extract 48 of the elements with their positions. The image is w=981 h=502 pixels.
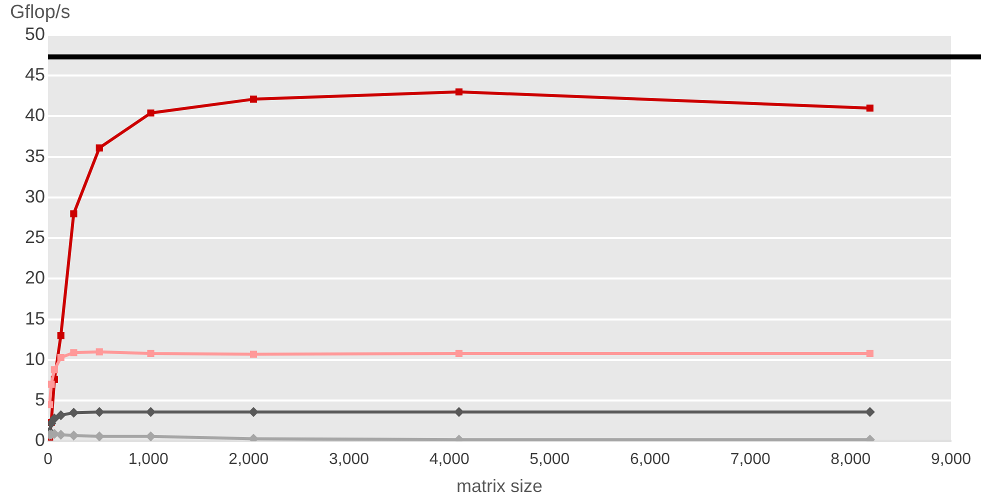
- point: [94, 431, 104, 442]
- y-axis-title: Gflop/s: [10, 2, 70, 24]
- y-tick-label: 25: [24, 227, 46, 248]
- y-tick-label: 10: [24, 348, 46, 369]
- point: [56, 430, 66, 440]
- point: [70, 210, 78, 218]
- point: [48, 380, 55, 388]
- point: [70, 349, 78, 356]
- x-tick-label: 6,000: [630, 451, 670, 468]
- x-tick-label: 4,000: [429, 451, 470, 468]
- point: [57, 354, 64, 362]
- point: [866, 350, 874, 357]
- point: [866, 104, 874, 112]
- y-tick-label: 50: [24, 24, 46, 44]
- x-tick-label: 9,000: [930, 451, 972, 468]
- point: [250, 96, 258, 103]
- y-tick-label: 45: [24, 64, 46, 85]
- point: [94, 406, 104, 417]
- x-tick-label: 7,000: [730, 451, 770, 468]
- y-tick-label: 20: [24, 268, 46, 288]
- y-tick-label: 0: [35, 430, 46, 450]
- y-tick-label: 35: [24, 146, 46, 166]
- x-tick-label: 3,000: [328, 451, 370, 468]
- x-tick-label: 5,000: [530, 451, 570, 468]
- point: [68, 408, 79, 418]
- point: [250, 350, 258, 358]
- point: [455, 350, 463, 357]
- x-tick-label: 8,000: [830, 451, 871, 468]
- y-tick-label: 5: [35, 390, 46, 410]
- point: [455, 88, 463, 96]
- y-tick-label: 15: [24, 308, 46, 328]
- point: [146, 431, 156, 442]
- y-tick-label: 30: [24, 186, 46, 206]
- x-tick-label: 1,000: [128, 451, 168, 468]
- point: [147, 350, 154, 357]
- point: [147, 109, 154, 117]
- point: [248, 406, 258, 417]
- point: [96, 144, 103, 152]
- point: [57, 332, 64, 340]
- point: [49, 413, 60, 424]
- point: [146, 406, 156, 417]
- point: [56, 410, 66, 420]
- point: [96, 348, 103, 356]
- point: [50, 366, 58, 374]
- x-tick-label: 2,000: [228, 451, 269, 468]
- y-tick-label: 40: [24, 105, 46, 126]
- point: [68, 430, 79, 441]
- x-axis-title: matrix size: [456, 476, 543, 496]
